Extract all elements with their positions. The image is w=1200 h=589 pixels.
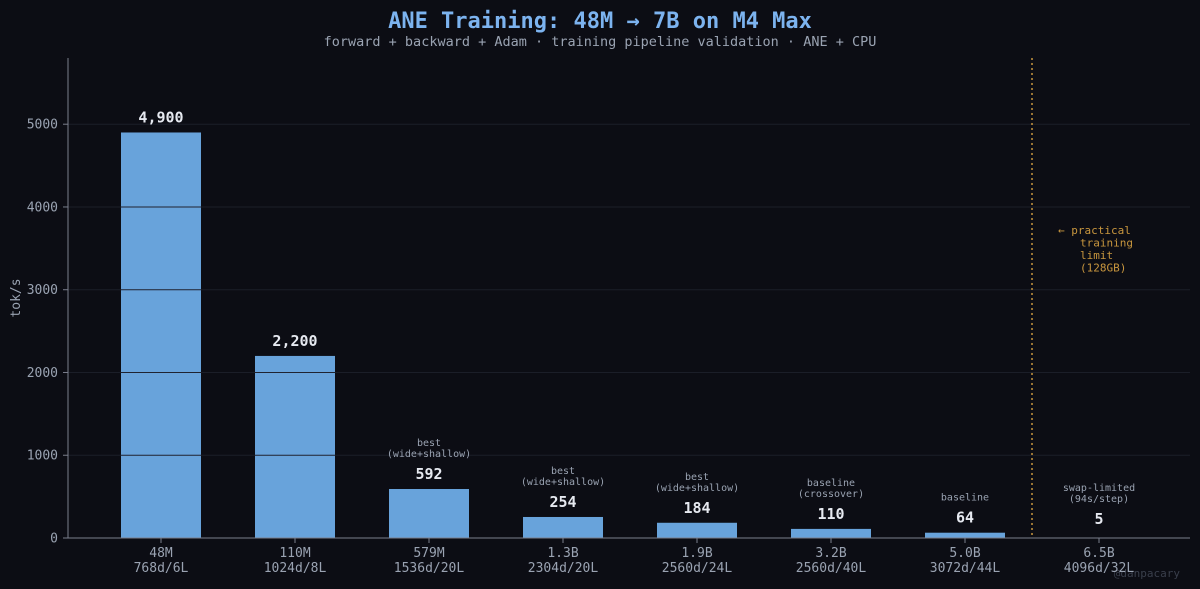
bar-48M — [121, 132, 201, 538]
y-tick-label: 3000 — [27, 283, 58, 298]
x-tick-sublabel: 2304d/20L — [528, 561, 599, 576]
limit-annotation: ← practical — [1058, 224, 1131, 237]
x-tick-sublabel: 1024d/8L — [264, 561, 327, 576]
x-tick-label: 6.5B — [1083, 546, 1114, 561]
data-label: 64 — [956, 509, 974, 527]
chart-title: ANE Training: 48M → 7B on M4 Max — [388, 9, 812, 34]
bar-annotation: (94s/step) — [1069, 494, 1129, 505]
x-tick-sublabel: 4096d/32L — [1064, 561, 1135, 576]
data-label: 2,200 — [272, 332, 317, 350]
chart-subtitle: forward + backward + Adam · training pip… — [324, 34, 877, 50]
bar-annotation: swap-limited — [1063, 483, 1135, 494]
bar-annotation: (wide+shallow) — [387, 449, 471, 460]
bar-annotation: best — [417, 438, 441, 449]
bar-annotation: (wide+shallow) — [655, 483, 739, 494]
limit-annotation: training — [1080, 237, 1133, 250]
y-tick-label: 1000 — [27, 449, 58, 464]
bar-annotation: baseline — [807, 478, 855, 489]
bar-5.0B — [925, 532, 1005, 538]
bar-annotation: (crossover) — [798, 489, 864, 500]
x-tick-label: 1.9B — [681, 546, 712, 561]
watermark: @danpacary — [1114, 567, 1181, 580]
y-tick-label: 2000 — [27, 366, 58, 381]
bar-110M — [255, 355, 335, 538]
y-axis-label: tok/s — [9, 278, 24, 317]
x-tick-label: 1.3B — [547, 546, 578, 561]
limit-annotation: (128GB) — [1080, 262, 1126, 275]
x-tick-label: 5.0B — [949, 546, 980, 561]
bar-annotation: baseline — [941, 493, 989, 504]
bar-3.2B — [791, 528, 871, 538]
bar-annotation: (wide+shallow) — [521, 477, 605, 488]
data-label: 4,900 — [138, 108, 183, 126]
data-label: 184 — [683, 499, 710, 517]
x-tick-label: 3.2B — [815, 546, 846, 561]
bar-annotation: best — [685, 472, 709, 483]
x-tick-label: 579M — [413, 546, 444, 561]
x-tick-sublabel: 2560d/24L — [662, 561, 733, 576]
data-label: 254 — [549, 493, 576, 511]
x-tick-sublabel: 3072d/44L — [930, 561, 1001, 576]
x-tick-sublabel: 768d/6L — [134, 561, 189, 576]
x-tick-sublabel: 2560d/40L — [796, 561, 867, 576]
limit-annotation: limit — [1080, 249, 1113, 262]
bar-1.3B — [523, 516, 603, 538]
x-tick-label: 110M — [279, 546, 310, 561]
y-tick-label: 0 — [50, 532, 58, 547]
x-tick-label: 48M — [149, 546, 173, 561]
y-tick-label: 4000 — [27, 200, 58, 215]
data-label: 5 — [1094, 510, 1103, 528]
y-tick-label: 5000 — [27, 118, 58, 133]
data-label: 592 — [415, 465, 442, 483]
bar-annotation: best — [551, 466, 575, 477]
bar-579M — [389, 489, 469, 538]
data-label: 110 — [817, 505, 844, 523]
bar-1.9B — [657, 522, 737, 538]
x-tick-sublabel: 1536d/20L — [394, 561, 465, 576]
